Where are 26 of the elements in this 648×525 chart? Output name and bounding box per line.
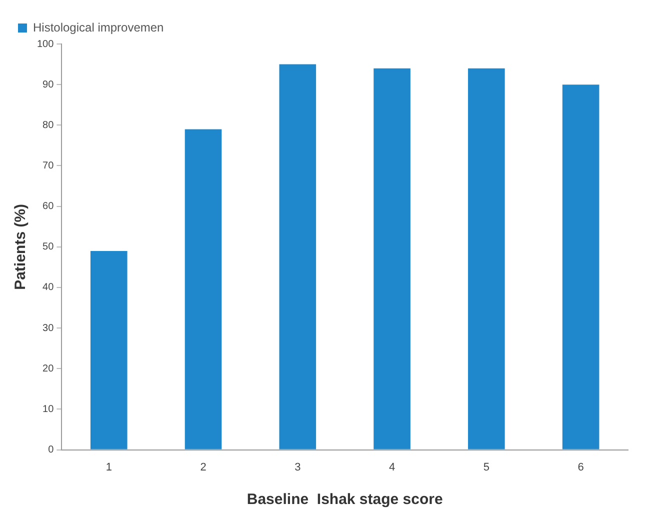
x-tick-label: 5: [483, 461, 490, 474]
x-tick-label: 6: [578, 461, 584, 474]
y-tick-label: 50: [42, 242, 54, 253]
y-tick-label: 20: [42, 363, 54, 374]
y-tick-label: 100: [36, 38, 54, 50]
bar: [90, 250, 128, 450]
y-tick-label: 40: [42, 282, 54, 294]
y-tick-label: 10: [42, 404, 54, 415]
x-tick-label: 2: [200, 461, 206, 474]
bar: [184, 129, 222, 450]
y-tick-label: 70: [42, 160, 54, 172]
legend-label: Histological improvemen: [33, 20, 164, 34]
x-tick-label: 1: [106, 461, 112, 474]
y-axis-title: Patients (%): [12, 204, 30, 290]
y-tick-label: 30: [42, 322, 54, 334]
bar: [279, 64, 316, 450]
x-tick-label: 4: [388, 461, 396, 474]
y-tick-label: 90: [42, 79, 54, 90]
bar: [374, 68, 410, 450]
bar: [468, 68, 505, 450]
x-tick-label: 3: [294, 461, 301, 474]
y-tick-label: 80: [42, 120, 54, 131]
y-tick-label: 0: [48, 444, 54, 456]
x-axis-title: Baseline Ishak stage score: [246, 491, 443, 508]
y-tick-label: 60: [42, 201, 54, 212]
bar: [562, 84, 600, 450]
